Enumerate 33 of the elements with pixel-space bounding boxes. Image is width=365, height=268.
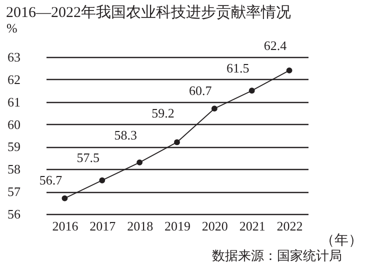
- x-tick-label: 2020: [202, 218, 228, 234]
- y-tick-label: 58: [8, 162, 20, 177]
- x-tick-label: 2021: [239, 218, 266, 234]
- data-label: 62.4: [264, 38, 288, 53]
- x-tick-label: 2022: [276, 218, 303, 234]
- y-tick-label: 60: [8, 116, 20, 132]
- y-tick-label: 62: [8, 72, 20, 87]
- point: [211, 106, 218, 112]
- y-tick-label: 57: [8, 184, 21, 200]
- y-tick-label: 61: [8, 94, 20, 110]
- data-label: 58.3: [114, 128, 137, 143]
- point: [174, 139, 180, 146]
- point: [136, 159, 143, 166]
- data-label: 56.7: [39, 172, 63, 188]
- x-tick-label: 2016: [52, 218, 79, 234]
- x-tick-label: 2018: [127, 218, 154, 234]
- point: [286, 68, 292, 74]
- data-label: 59.2: [152, 105, 174, 120]
- x-tick-label: 2017: [90, 218, 116, 234]
- y-tick-label: 56: [8, 206, 21, 222]
- source-note: 数据来源：国家统计局: [212, 248, 342, 263]
- point: [62, 195, 68, 202]
- point: [99, 177, 106, 184]
- x-tick-label: 2019: [164, 218, 190, 234]
- y-tick-label: 63: [8, 50, 20, 64]
- y-tick-label: 59: [8, 139, 20, 154]
- y-axis-title: %: [6, 20, 18, 36]
- chart-title: 2016—2022年我国农业科技进步贡献率情况: [6, 4, 291, 21]
- data-label: 61.5: [226, 60, 250, 76]
- point: [248, 88, 255, 94]
- data-label: 57.5: [76, 150, 100, 166]
- x-axis-title: （年）: [320, 232, 362, 248]
- data-label: 60.7: [189, 82, 212, 98]
